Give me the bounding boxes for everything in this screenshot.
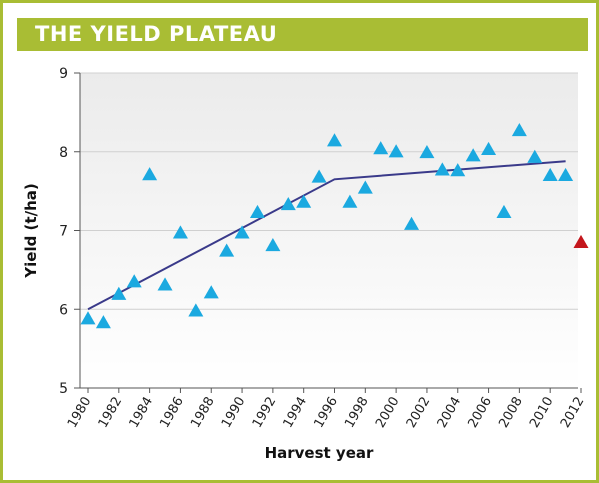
data-point xyxy=(280,197,296,211)
x-tick-labels: 1980 1982 1984 1986 1988 1990 1992 1994 1996 1998… xyxy=(65,388,588,431)
y-tick-label: 8 xyxy=(59,145,68,161)
y-tick-label: 6 xyxy=(59,302,68,318)
x-tick-label: 1980 xyxy=(65,395,95,431)
data-point xyxy=(481,141,497,156)
x-tick-label: 1988 xyxy=(188,395,218,431)
x-tick-label: 2004 xyxy=(435,395,465,431)
data-point xyxy=(203,285,219,299)
data-point xyxy=(188,303,204,317)
x-tick-label: 1994 xyxy=(281,395,311,431)
x-tick-label: 2006 xyxy=(465,395,495,431)
data-point xyxy=(234,225,250,239)
data-point xyxy=(434,162,450,176)
data-point xyxy=(558,167,574,181)
x-tick-label: 2010 xyxy=(527,395,557,431)
x-tick-label: 2002 xyxy=(404,395,434,431)
x-tick-label: 1986 xyxy=(157,395,187,431)
data-point xyxy=(111,286,127,300)
x-tick-label: 1982 xyxy=(96,395,126,431)
data-point xyxy=(327,133,342,147)
y-tick-labels: 5 6 7 8 9 xyxy=(59,66,68,397)
data-point xyxy=(126,274,142,288)
x-tick-label: 2012 xyxy=(558,395,588,431)
data-point xyxy=(265,237,281,252)
data-point xyxy=(542,167,558,181)
chart-title: THE YIELD PLATEAU xyxy=(35,22,278,46)
data-point xyxy=(388,144,404,158)
data-points xyxy=(80,122,589,329)
y-axis-label: Yield (t/ha) xyxy=(22,183,40,278)
data-point xyxy=(95,315,111,329)
data-point xyxy=(511,122,527,137)
x-tick-label: 1992 xyxy=(250,395,280,431)
data-point xyxy=(496,204,512,219)
data-point xyxy=(404,216,420,230)
x-tick-label: 2008 xyxy=(496,395,526,431)
x-tick-label: 2000 xyxy=(373,395,403,431)
data-point xyxy=(249,204,265,219)
data-point xyxy=(419,145,435,159)
data-point xyxy=(342,194,358,208)
data-point xyxy=(465,148,481,162)
data-point xyxy=(142,167,158,181)
title-bar: THE YIELD PLATEAU xyxy=(17,18,588,51)
x-tick-label: 1996 xyxy=(311,395,341,431)
trend-line xyxy=(87,160,566,311)
data-point xyxy=(219,243,235,257)
data-point xyxy=(311,169,327,183)
trend-line-group xyxy=(87,160,566,311)
data-point xyxy=(296,194,312,208)
data-point xyxy=(157,277,173,291)
data-point xyxy=(80,311,96,325)
data-point xyxy=(373,141,389,155)
x-tick-label: 1984 xyxy=(127,395,157,431)
data-point xyxy=(172,225,188,239)
x-tick-label: 1990 xyxy=(219,395,249,431)
x-axis-label: Harvest year xyxy=(265,444,374,462)
highlight-data-point xyxy=(573,234,589,248)
axes xyxy=(79,73,578,389)
y-tick-label: 7 xyxy=(59,224,68,240)
x-tick-label: 1998 xyxy=(342,395,372,431)
data-point xyxy=(357,180,373,194)
data-point xyxy=(450,163,466,177)
y-tick-label: 9 xyxy=(59,66,68,82)
y-tick-label: 5 xyxy=(59,381,68,397)
data-point xyxy=(527,149,543,163)
